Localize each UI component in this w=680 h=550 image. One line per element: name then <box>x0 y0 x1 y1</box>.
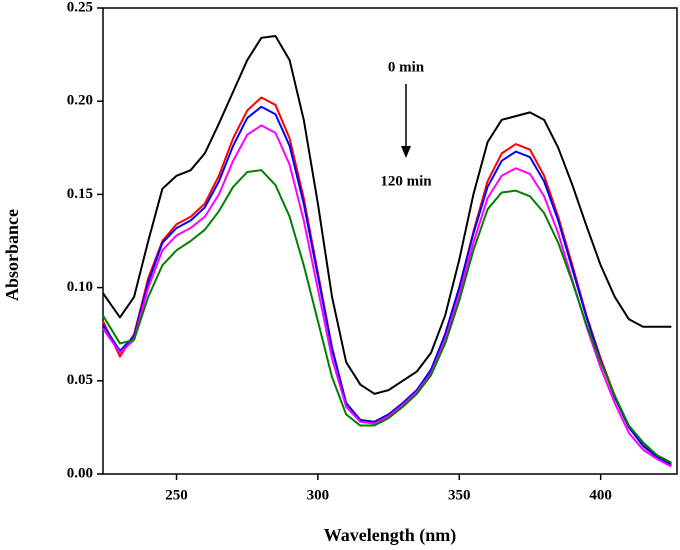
x-tick-label: 300 <box>307 487 330 503</box>
x-axis-label: Wavelength (nm) <box>324 525 457 546</box>
y-axis-label: Absorbance <box>2 209 22 301</box>
arrow-head <box>401 146 411 158</box>
y-tick-label: 0.10 <box>67 279 93 295</box>
y-tick-label: 0.00 <box>67 465 93 481</box>
x-tick-label: 350 <box>448 487 471 503</box>
annotation: 0 min <box>388 59 425 75</box>
series-line <box>102 96 672 464</box>
series-line <box>102 34 672 395</box>
series-line <box>102 105 672 466</box>
x-tick-label: 400 <box>589 487 612 503</box>
series-line <box>102 169 672 464</box>
y-tick-label: 0.20 <box>67 93 93 109</box>
y-tick-label: 0.05 <box>67 372 93 388</box>
x-tick-label: 250 <box>165 487 188 503</box>
annotation: 120 min <box>380 173 432 189</box>
y-tick-label: 0.25 <box>67 0 93 15</box>
plot-frame <box>102 7 678 475</box>
y-tick-label: 0.15 <box>67 186 93 202</box>
